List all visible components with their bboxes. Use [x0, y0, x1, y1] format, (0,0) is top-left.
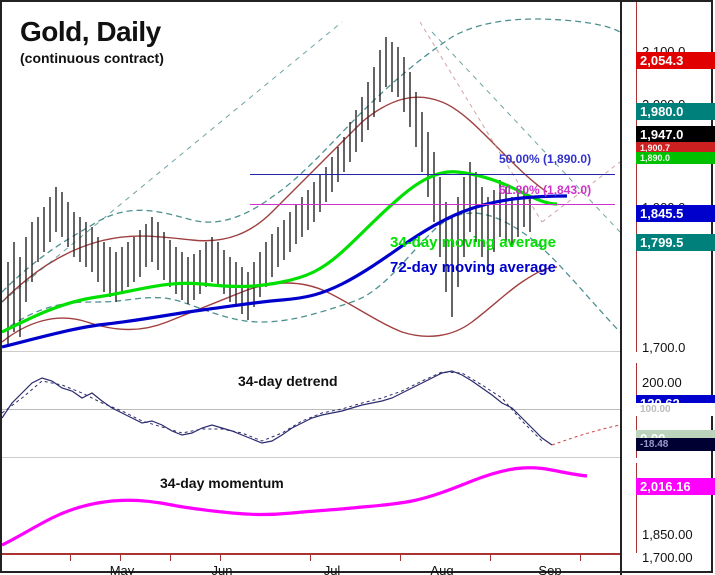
- month-tick: [310, 555, 311, 561]
- price-value-box-1845[interactable]: 1,845.5: [636, 205, 715, 222]
- month-label-may[interactable]: May: [110, 563, 135, 575]
- fib-50-label: 50.00% (1,890.0): [499, 152, 591, 166]
- fib-618-line[interactable]: [250, 204, 615, 205]
- ma72-legend-label: 72-day moving average: [390, 259, 556, 276]
- month-label-aug[interactable]: Aug: [430, 563, 453, 575]
- price-value-box-1890[interactable]: 1,890.0: [636, 152, 715, 164]
- month-label-jun[interactable]: Jun: [212, 563, 233, 575]
- chart-frame: Gold, Daily (continuous contract): [0, 0, 713, 573]
- detrend-value-box-100[interactable]: 100.00: [636, 403, 715, 416]
- detrend-value-box-neg18[interactable]: -18.48: [636, 438, 715, 451]
- fib-50-line[interactable]: [250, 174, 615, 175]
- price-value-box-1947[interactable]: 1,947.0: [636, 126, 715, 143]
- momentum-plot-area[interactable]: 34-day momentum: [2, 463, 620, 553]
- month-tick: [70, 555, 71, 561]
- value-axis-panel[interactable]: 2,100.0 2,000.0 1,900.0 1,700.0 2,054.3 …: [620, 2, 715, 575]
- momentum-gridline-1700: 1,700.00: [642, 550, 693, 565]
- fib-618-label: 61.80% (1,843.0): [499, 183, 591, 197]
- price-plot-area[interactable]: [2, 2, 620, 352]
- month-tick: [490, 555, 491, 561]
- price-value-box-2054[interactable]: 2,054.3: [636, 52, 715, 69]
- month-label-jul[interactable]: Jul: [324, 563, 341, 575]
- month-tick: [170, 555, 171, 561]
- momentum-axis-line: [636, 463, 637, 553]
- detrend-gridline-200: 200.00: [642, 375, 682, 390]
- detrend-title: 34-day detrend: [238, 373, 338, 389]
- price-gridline-1700: 1,700.0: [642, 340, 685, 355]
- month-tick: [580, 555, 581, 561]
- detrend-plot-area[interactable]: 34-day detrend: [2, 363, 620, 458]
- price-value-box-1980[interactable]: 1,980.0: [636, 103, 715, 120]
- month-tick: [220, 555, 221, 561]
- month-tick: [120, 555, 121, 561]
- month-tick: [400, 555, 401, 561]
- momentum-value-box-2016[interactable]: 2,016.16: [636, 478, 715, 495]
- momentum-title: 34-day momentum: [160, 475, 284, 491]
- ma34-legend-label: 34-day moving average: [390, 234, 556, 251]
- month-label-sep[interactable]: Sep: [538, 563, 561, 575]
- momentum-gridline-1850: 1,850.00: [642, 527, 693, 542]
- price-value-box-1799[interactable]: 1,799.5: [636, 234, 715, 251]
- month-axis[interactable]: May Jun Jul Aug Sep: [2, 553, 620, 575]
